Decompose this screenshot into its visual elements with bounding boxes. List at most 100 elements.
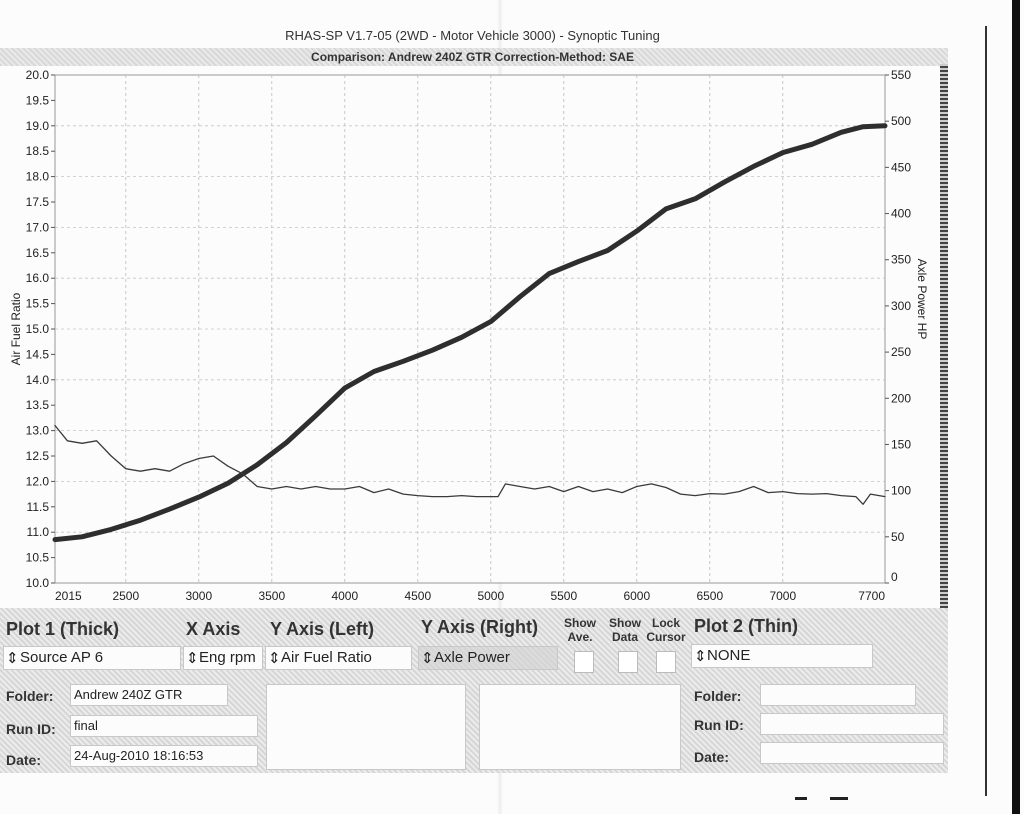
y-left-axis-title: Air Fuel Ratio [9, 292, 23, 365]
x-tick-label: 6000 [623, 589, 650, 603]
notes-box-left[interactable] [266, 684, 466, 770]
y-left-tick-label: 17.5 [26, 195, 50, 209]
run-id-value: final [74, 718, 98, 733]
plot1-title: Plot 1 (Thick) [6, 619, 120, 639]
y-left-tick-label: 15.0 [26, 322, 50, 336]
y-left-tick-label: 18.0 [26, 170, 50, 184]
y-right-tick-label: 400 [891, 207, 911, 221]
y-left-tick-label: 14.5 [26, 347, 50, 361]
folder2-label: Folder: [694, 688, 742, 704]
run-id2-label: Run ID: [694, 717, 744, 733]
run-id2-field[interactable] [760, 713, 944, 735]
y-left-tick-label: 19.5 [26, 93, 50, 107]
y-right-tick-label: 350 [891, 253, 911, 267]
dyno-chart: 2015 2500 3000 3500 4000 4500 5000 5500 6000 6500… [9, 68, 929, 603]
x-axis-value: Eng rpm [199, 649, 256, 666]
run-id-field[interactable]: final [70, 715, 258, 737]
y-right-tick-label: 450 [891, 160, 911, 174]
lock-cursor-label: Lock Cursor [646, 616, 686, 644]
y-left-title: Y Axis (Left) [270, 619, 375, 639]
header-band [0, 48, 948, 66]
updown-icon: ⇕ [421, 650, 434, 667]
x-tick-label: 3000 [185, 589, 212, 603]
updown-icon: ⇕ [6, 650, 19, 667]
right-hatch-strip [940, 64, 948, 612]
x-tick-label: 2500 [112, 589, 139, 603]
run-id-label: Run ID: [6, 721, 56, 737]
notes-box-right[interactable] [479, 684, 681, 770]
y-left-tick-label: 18.5 [26, 144, 50, 158]
date2-field[interactable] [760, 742, 944, 764]
x-axis-select[interactable]: ⇕ Eng rpm [183, 646, 263, 670]
plot2-title: Plot 2 (Thin) [694, 616, 798, 636]
y-left-tick-label: 11.0 [27, 525, 50, 539]
y-right-tick-label: 250 [891, 345, 911, 359]
y-right-title: Y Axis (Right) [421, 617, 539, 637]
updown-icon: ⇕ [694, 648, 707, 665]
control-panel: Plot 1 (Thick) X Axis Y Axis (Left) Y Ax… [0, 608, 948, 773]
y-left-tick-label: 13.0 [26, 424, 50, 438]
folder2-field[interactable] [760, 684, 916, 706]
y-left-tick-label: 15.5 [26, 297, 50, 311]
y-left-tick-label: 12.5 [26, 449, 50, 463]
scan-mark [795, 797, 807, 800]
y-left-tick-label: 16.5 [26, 246, 50, 260]
lock-cursor-checkbox[interactable] [656, 651, 676, 673]
plot1-source-select[interactable]: ⇕ Source AP 6 [3, 646, 181, 670]
date-field[interactable]: 24-Aug-2010 18:16:53 [70, 745, 258, 767]
x-tick-label: 6500 [696, 589, 723, 603]
axle-power-line [52, 123, 888, 543]
plot2-source-value: NONE [707, 647, 751, 664]
page-edge-line [985, 26, 987, 796]
y-right-tick-label: 500 [891, 114, 911, 128]
show-data-checkbox[interactable] [618, 651, 638, 673]
y-right-tick-label: 100 [891, 484, 911, 498]
y-right-value: Axle Power [434, 649, 510, 666]
y-right-tick-label: 550 [891, 68, 911, 82]
y-left-tick-label: 11.5 [27, 500, 50, 514]
x-tick-label: 4000 [331, 589, 358, 603]
y-left-tick-label: 10.0 [26, 576, 50, 590]
x-tick-label: 7000 [769, 589, 796, 603]
y-left-tick-label: 19.0 [26, 119, 50, 133]
y-left-value: Air Fuel Ratio [281, 649, 372, 666]
x-tick-label: 3500 [258, 589, 285, 603]
y-left-tick-label: 16.0 [26, 271, 50, 285]
show-ave-label: Show Ave. [564, 616, 596, 644]
air-fuel-ratio-line [54, 424, 886, 505]
y-right-tick-label: 200 [891, 391, 911, 405]
date-label: Date: [6, 752, 42, 768]
comparison-subtitle: Comparison: Andrew 240Z GTR Correction-M… [311, 50, 634, 64]
show-data-label: Show Data [609, 616, 641, 644]
report-title: RHAS-SP V1.7-05 (2WD - Motor Vehicle 300… [285, 28, 660, 43]
updown-icon: ⇕ [268, 650, 281, 667]
plot1-source-value: Source AP 6 [20, 649, 104, 666]
folder-value: Andrew 240Z GTR [74, 687, 183, 702]
y-left-tick-label: 17.0 [26, 220, 50, 234]
x-tick-label: 7700 [858, 589, 885, 603]
y-right-select[interactable]: ⇕ Axle Power [418, 646, 558, 670]
updown-icon: ⇕ [186, 650, 199, 667]
date2-label: Date: [694, 749, 730, 765]
x-tick-label: 5000 [477, 589, 504, 603]
show-ave-checkbox[interactable] [574, 651, 594, 673]
date-value: 24-Aug-2010 18:16:53 [74, 748, 204, 763]
y-left-tick-label: 13.5 [26, 398, 50, 412]
x-tick-label: 4500 [404, 589, 431, 603]
y-left-tick-label: 10.5 [26, 551, 50, 565]
y-left-select[interactable]: ⇕ Air Fuel Ratio [265, 646, 412, 670]
y-right-tick-label: 150 [891, 437, 911, 451]
y-right-tick-label: 50 [891, 530, 905, 544]
folder-field[interactable]: Andrew 240Z GTR [70, 684, 228, 706]
y-left-tick-label: 14.0 [26, 373, 50, 387]
y-left-tick-label: 12.0 [26, 474, 50, 488]
x-tick-label: 2015 [55, 589, 82, 603]
scan-edge [1012, 0, 1020, 814]
scan-mark [830, 797, 848, 800]
plot2-source-select[interactable]: ⇕ NONE [691, 644, 873, 668]
y-right-axis-title: Axle Power HP [915, 259, 929, 340]
folder-label: Folder: [6, 688, 54, 704]
y-right-tick-label: 300 [891, 299, 911, 313]
x-axis-title: X Axis [186, 619, 241, 639]
y-left-tick-label: 20.0 [26, 68, 50, 82]
